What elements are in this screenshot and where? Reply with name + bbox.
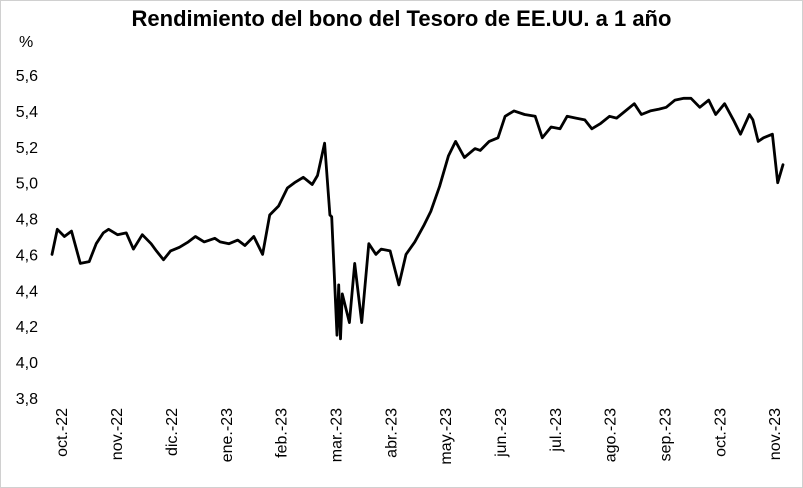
y-axis-tick-labels: 3,8 4,0 4,2 4,4 4,6 4,8 5,0 5,2 5,4 5,6 — [16, 68, 38, 408]
x-tick-label: ene.-23 — [219, 408, 236, 462]
y-axis-unit-label: % — [19, 34, 34, 51]
x-tick-label: oct.-22 — [54, 408, 71, 457]
y-tick-label: 4,8 — [16, 212, 38, 229]
chart-title: Rendimiento del bono del Tesoro de EE.UU… — [131, 6, 672, 31]
x-tick-label: nov.-23 — [767, 408, 784, 460]
y-tick-label: 4,2 — [16, 319, 38, 336]
x-tick-label: ago.-23 — [603, 408, 620, 462]
x-tick-label: mar.-23 — [328, 408, 345, 462]
x-tick-label: feb.-23 — [274, 408, 291, 458]
x-tick-label: sep.-23 — [658, 408, 675, 461]
x-tick-label: nov.-22 — [109, 408, 126, 460]
y-tick-label: 4,4 — [16, 283, 38, 300]
y-tick-label: 5,2 — [16, 140, 38, 157]
series-line — [50, 96, 785, 341]
y-tick-label: 3,8 — [16, 391, 38, 408]
x-tick-label: abr.-23 — [383, 408, 400, 458]
x-tick-label: may.-23 — [438, 408, 455, 465]
y-tick-label: 4,0 — [16, 355, 38, 372]
y-tick-label: 5,4 — [16, 104, 38, 121]
x-tick-label: jul.-23 — [548, 408, 565, 453]
y-tick-label: 4,6 — [16, 247, 38, 264]
x-tick-label: oct.-23 — [712, 408, 729, 457]
x-tick-label: dic.-22 — [164, 408, 181, 456]
x-tick-label: jun.-23 — [493, 408, 510, 458]
x-axis-tick-labels: oct.-22 nov.-22 dic.-22 ene.-23 feb.-23 mar.-… — [54, 408, 784, 465]
y-tick-label: 5,0 — [16, 176, 38, 193]
y-tick-label: 5,6 — [16, 68, 38, 85]
